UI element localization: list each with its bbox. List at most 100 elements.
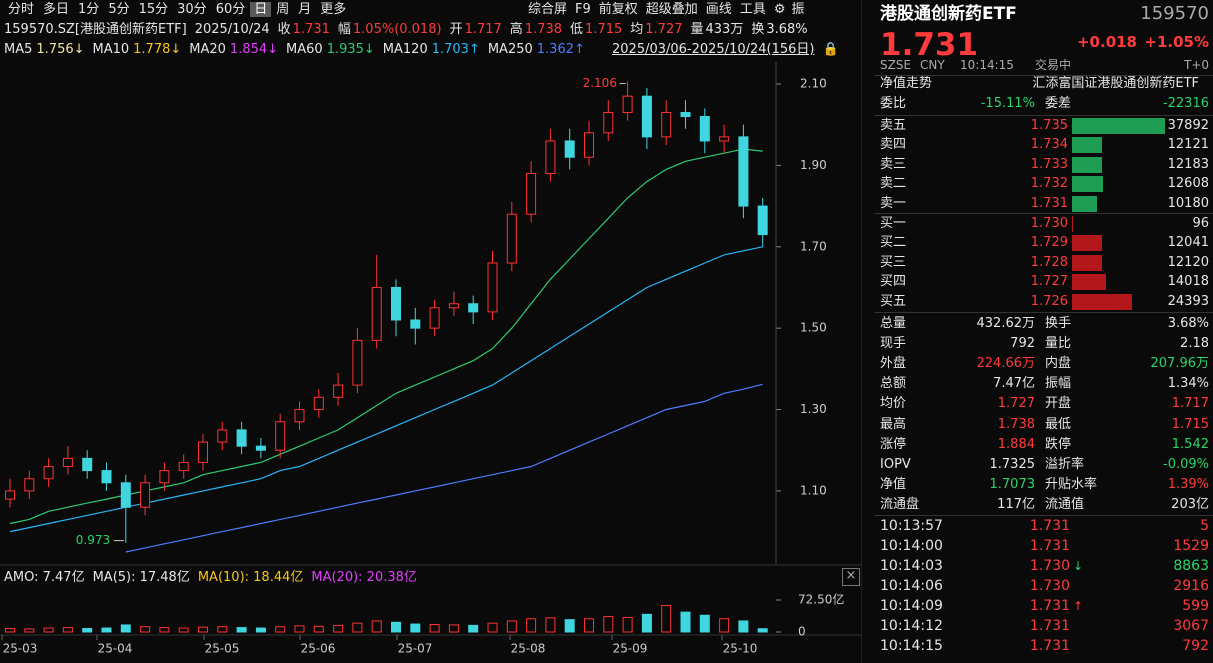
volume-bar [699, 614, 710, 633]
x-tick-label: 25-03 [3, 642, 38, 656]
nav-link[interactable]: 净值走势 [880, 76, 933, 91]
change-pct: +1.05% [1144, 33, 1209, 51]
period-tab[interactable]: 1分 [78, 2, 100, 17]
stat-label: 振幅 [1045, 376, 1072, 392]
candle-body [680, 111, 691, 118]
tick-volume: 3067 [1173, 618, 1209, 634]
stat-value: 207.96万 [1150, 356, 1210, 372]
y-tick-label: 0 [798, 625, 806, 639]
stat-value: 1.7325 [989, 456, 1036, 472]
candle-body [275, 421, 286, 451]
quote-field: 量 433万 [691, 22, 744, 37]
period-tab[interactable]: 日 [250, 2, 272, 17]
fund-company: 汇添富国证港股通创新药ETF [1032, 76, 1199, 91]
tool-button[interactable]: 工具 [739, 2, 766, 17]
last-price: 1.731 [880, 27, 979, 63]
book-bar [1072, 137, 1102, 154]
tool-button[interactable]: 超级叠加 [645, 2, 698, 17]
field-label: 量 [690, 22, 704, 37]
volume-bar [101, 627, 112, 633]
candle-body [448, 303, 459, 309]
book-price: 1.731 [1030, 195, 1068, 211]
stat-label: 总额 [880, 376, 907, 392]
x-tick-label: 25-07 [398, 642, 433, 656]
volume-bar [62, 627, 73, 633]
tick-time: 10:13:57 [880, 518, 943, 534]
candle-body [410, 319, 421, 329]
period-tab[interactable]: 15分 [138, 2, 169, 17]
period-tab[interactable]: 多日 [43, 2, 70, 17]
field-value: 1.727 [645, 22, 683, 37]
candle-body [5, 490, 15, 500]
tick-time: 10:14:09 [880, 598, 943, 614]
book-bar [1072, 118, 1165, 134]
tool-button[interactable]: 画线 [705, 2, 732, 17]
x-tick-label: 25-10 [723, 642, 758, 656]
tick-price: 1.731 [1029, 538, 1070, 554]
status-item: SZSE [880, 58, 912, 72]
tool-button[interactable]: 综合屏 [528, 2, 568, 17]
tick-price: 1.731 [1029, 598, 1070, 614]
separator [875, 515, 1213, 516]
ma-legend: MA5 1.756↓ MA10 1.778↓ MA20 1.854↓ MA60 1.935↓ M… [4, 40, 593, 60]
quote-field: 均 1.727 [630, 22, 682, 37]
stat-value: 792 [1010, 336, 1035, 352]
ma-item: MA120 1.703↑ [383, 42, 480, 57]
stat-value: 1.39% [1167, 476, 1209, 492]
volume-bar [448, 624, 459, 633]
book-volume: 12608 [1167, 176, 1209, 192]
stat-label: 最高 [880, 416, 907, 432]
period-tab[interactable]: 60分 [215, 2, 246, 17]
candle-body [140, 482, 151, 508]
date-range[interactable]: 2025/03/06-2025/10/24(156日) [612, 42, 815, 57]
high-annotation: 2.106 [583, 76, 617, 90]
period-tab[interactable]: 月 [298, 2, 312, 17]
y-tick-label: 2.10 [800, 76, 827, 90]
ma-value: 1.362↑ [536, 42, 585, 57]
period-tab[interactable]: 分时 [8, 2, 35, 17]
candle-body [526, 173, 537, 215]
tool-button[interactable]: 前复权 [598, 2, 638, 17]
period-tab[interactable]: 30分 [177, 2, 207, 17]
period-tab[interactable]: 5分 [108, 2, 130, 17]
stat-value: 203亿 [1171, 496, 1209, 512]
tick-time: 10:14:00 [880, 538, 943, 554]
symbol: 159570.SZ[港股通创新药ETF] [4, 22, 187, 37]
book-label: 买三 [880, 254, 907, 270]
book-volume: 24393 [1167, 293, 1209, 309]
field-label: 幅 [337, 22, 351, 37]
field-value: 1.731 [292, 22, 330, 37]
ma-value: 1.778↓ [133, 42, 182, 57]
candle-body [603, 111, 614, 134]
book-volume: 37892 [1167, 118, 1209, 133]
volume-bar [371, 620, 382, 633]
candle-body [487, 262, 498, 313]
candle-body [198, 441, 208, 463]
quote-panel: 港股通创新药ETF 159570 1.731 +0.018 +1.05% SZSE CNY 1… [875, 0, 1213, 663]
quote-line: 159570.SZ[港股通创新药ETF] 2025/10/24 收 1.731 幅 1.0… [4, 20, 816, 40]
field-value: 1.717 [464, 22, 502, 37]
tick-arrow: ↑ [1073, 599, 1084, 613]
volume-bar [584, 618, 594, 633]
ma-value: 1.703↑ [431, 42, 480, 57]
tool-button[interactable]: 振 [791, 2, 805, 17]
ma-label: MA60 [286, 42, 323, 57]
tool-button[interactable]: F9 [575, 2, 591, 17]
volume-bar [255, 627, 266, 633]
period-tab[interactable]: 更多 [320, 2, 347, 17]
volume-bar [468, 624, 479, 633]
ma-item: MA20 1.854↓ [189, 42, 278, 57]
close-button[interactable]: × [842, 568, 860, 586]
period-tab[interactable]: 周 [276, 2, 290, 17]
stat-value: -15.11% [980, 96, 1035, 111]
ma-value: 1.935↓ [326, 42, 375, 57]
stat-value: 3.68% [1167, 316, 1209, 331]
stat-label: 现手 [880, 336, 907, 352]
tick-volume: 2916 [1173, 578, 1209, 594]
toolbar-tools: 综合屏 F9 前复权 超级叠加 画线 工具 ⚙ 振 [528, 0, 813, 20]
field-value: 1.738 [524, 22, 563, 37]
lock-icon[interactable]: 🔒 [822, 42, 839, 57]
tick-time: 10:14:06 [880, 578, 943, 594]
ma-line [9, 246, 763, 533]
book-label: 买四 [880, 274, 907, 290]
